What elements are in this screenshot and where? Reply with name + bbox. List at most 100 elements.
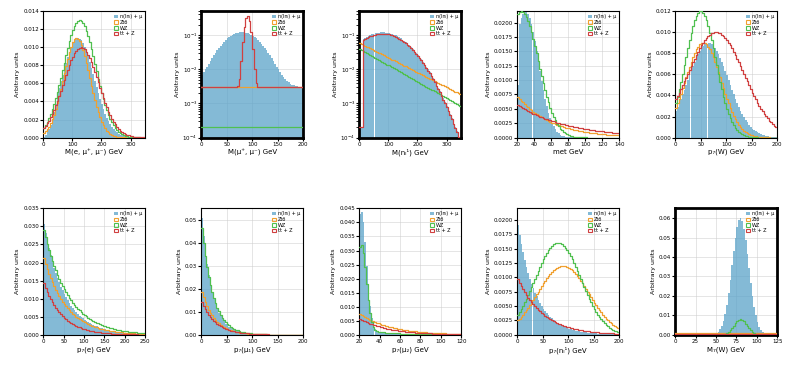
- Bar: [567, 328, 568, 335]
- Bar: [57, 278, 58, 335]
- Bar: [74, 310, 75, 335]
- Bar: [618, 334, 619, 335]
- Bar: [580, 331, 582, 335]
- Bar: [723, 66, 725, 138]
- Bar: [86, 321, 87, 335]
- Bar: [719, 58, 721, 138]
- Bar: [376, 33, 378, 372]
- Bar: [118, 134, 119, 138]
- Bar: [215, 304, 217, 335]
- Bar: [524, 260, 526, 335]
- Bar: [590, 333, 592, 335]
- Bar: [736, 227, 738, 335]
- Bar: [699, 51, 701, 138]
- Bar: [49, 248, 50, 335]
- Legend: n(lnₗ) + μ, Ztб, WZ, tt + Z: n(lnₗ) + μ, Ztб, WZ, tt + Z: [587, 14, 617, 37]
- Bar: [539, 71, 541, 138]
- Bar: [276, 67, 278, 372]
- Bar: [531, 283, 532, 335]
- Bar: [535, 41, 536, 138]
- Bar: [726, 305, 728, 335]
- Bar: [225, 40, 227, 372]
- Bar: [86, 51, 87, 138]
- Bar: [103, 109, 104, 138]
- Bar: [290, 84, 291, 372]
- Bar: [49, 129, 50, 138]
- Bar: [208, 275, 210, 335]
- Bar: [713, 46, 714, 138]
- Bar: [239, 332, 240, 335]
- Bar: [560, 325, 561, 335]
- Bar: [714, 48, 716, 138]
- Bar: [393, 333, 395, 335]
- Bar: [688, 75, 691, 138]
- Bar: [564, 137, 567, 138]
- Bar: [236, 33, 237, 372]
- Bar: [243, 333, 246, 335]
- Bar: [595, 333, 597, 335]
- Bar: [550, 118, 551, 138]
- Bar: [78, 315, 81, 335]
- Bar: [363, 39, 364, 372]
- Bar: [758, 134, 760, 138]
- Bar: [738, 220, 739, 335]
- Bar: [378, 33, 380, 372]
- Bar: [772, 137, 774, 138]
- X-axis label: M(nₗ¹) GeV: M(nₗ¹) GeV: [392, 149, 429, 156]
- Bar: [256, 334, 257, 335]
- Bar: [65, 297, 67, 335]
- Bar: [675, 333, 677, 335]
- Bar: [742, 221, 743, 335]
- Bar: [573, 330, 575, 335]
- Bar: [99, 99, 101, 138]
- Bar: [361, 127, 363, 372]
- Bar: [615, 334, 618, 335]
- Bar: [704, 44, 706, 138]
- Bar: [288, 82, 290, 372]
- Bar: [745, 240, 747, 335]
- Bar: [115, 331, 116, 335]
- Bar: [582, 332, 583, 335]
- Bar: [599, 334, 601, 335]
- Bar: [553, 126, 554, 138]
- Bar: [403, 41, 405, 372]
- Bar: [366, 37, 367, 372]
- Bar: [745, 120, 747, 138]
- Bar: [529, 279, 531, 335]
- Bar: [227, 325, 228, 335]
- Bar: [526, 12, 528, 138]
- Bar: [96, 326, 97, 335]
- Bar: [301, 87, 303, 372]
- Bar: [223, 321, 225, 335]
- Bar: [104, 329, 106, 335]
- Bar: [281, 75, 283, 372]
- Bar: [94, 80, 96, 138]
- Bar: [560, 135, 561, 138]
- Bar: [748, 125, 750, 138]
- Bar: [62, 291, 64, 335]
- Bar: [363, 222, 364, 335]
- Bar: [558, 324, 560, 335]
- Bar: [417, 334, 418, 335]
- Bar: [732, 90, 733, 138]
- Legend: n(lnₗ) + μ, Ztб, WZ, tt + Z: n(lnₗ) + μ, Ztб, WZ, tt + Z: [429, 211, 458, 234]
- Bar: [554, 129, 557, 138]
- Bar: [126, 333, 128, 335]
- Bar: [758, 327, 760, 335]
- Bar: [279, 72, 281, 372]
- Bar: [68, 303, 71, 335]
- Bar: [137, 334, 138, 335]
- Bar: [405, 42, 407, 372]
- Bar: [67, 300, 68, 335]
- Bar: [398, 37, 400, 372]
- Bar: [122, 135, 123, 138]
- Bar: [206, 67, 208, 372]
- Bar: [367, 36, 370, 372]
- Bar: [719, 329, 721, 335]
- Bar: [681, 99, 682, 138]
- X-axis label: M₇(W) GeV: M₇(W) GeV: [707, 346, 745, 353]
- Bar: [97, 327, 99, 335]
- Bar: [407, 44, 408, 372]
- Bar: [142, 334, 144, 335]
- Bar: [602, 334, 604, 335]
